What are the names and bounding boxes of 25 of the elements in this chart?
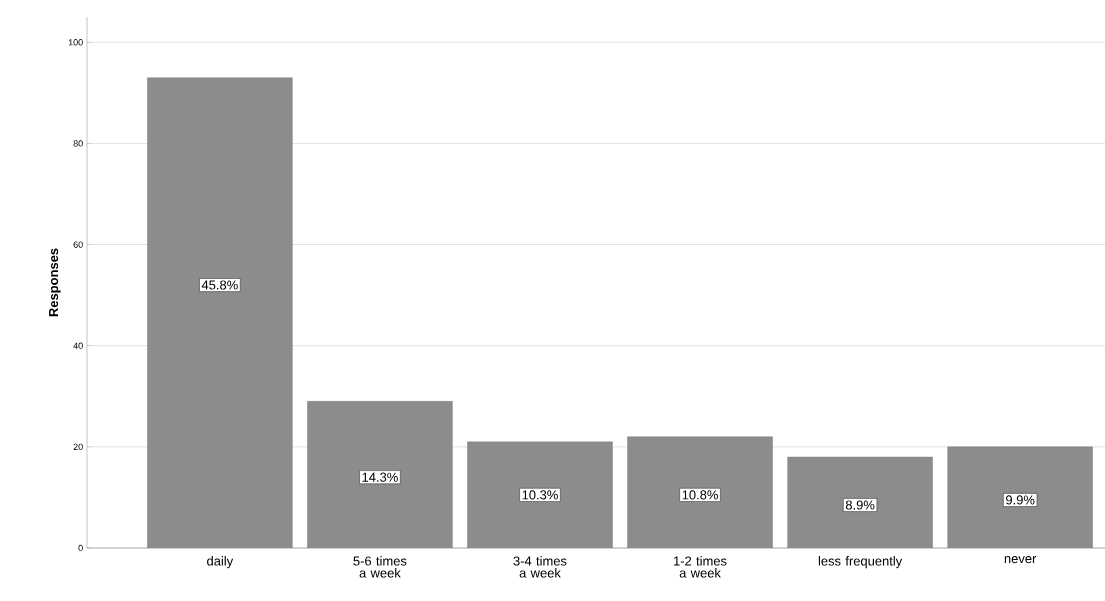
- bar: [147, 77, 293, 548]
- bar: [307, 401, 453, 548]
- x-tick-label: 3-4 times a week: [513, 556, 567, 578]
- bar: [627, 436, 773, 548]
- annotation: 10.8%: [682, 490, 718, 500]
- y-tick-label: 20: [73, 443, 83, 451]
- y-tick-label: 40: [73, 342, 83, 349]
- annotation: 10.3%: [522, 490, 558, 500]
- x-tick-label: 1-2 times a week: [674, 556, 727, 578]
- y-tick-label: 60: [73, 241, 83, 248]
- x-tick-label: less frequently: [818, 556, 903, 569]
- annotation: 8.9%: [845, 500, 875, 510]
- y-axis-title: Responses: [49, 248, 61, 317]
- x-tick-label: daily: [207, 556, 234, 569]
- annotation: 14.3%: [362, 472, 398, 482]
- bar: [787, 456, 933, 548]
- x-tick-label: never: [1004, 556, 1037, 564]
- x-tick-label: 5-6 times a week: [353, 556, 407, 578]
- annotation: 9.9%: [1006, 495, 1035, 505]
- bar: [947, 446, 1093, 548]
- bar: [467, 441, 613, 548]
- annotation: 45.8%: [201, 280, 238, 290]
- y-tick-label: 80: [73, 140, 83, 147]
- y-tick-label: 100: [68, 39, 83, 46]
- y-tick-label: 0: [78, 544, 83, 552]
